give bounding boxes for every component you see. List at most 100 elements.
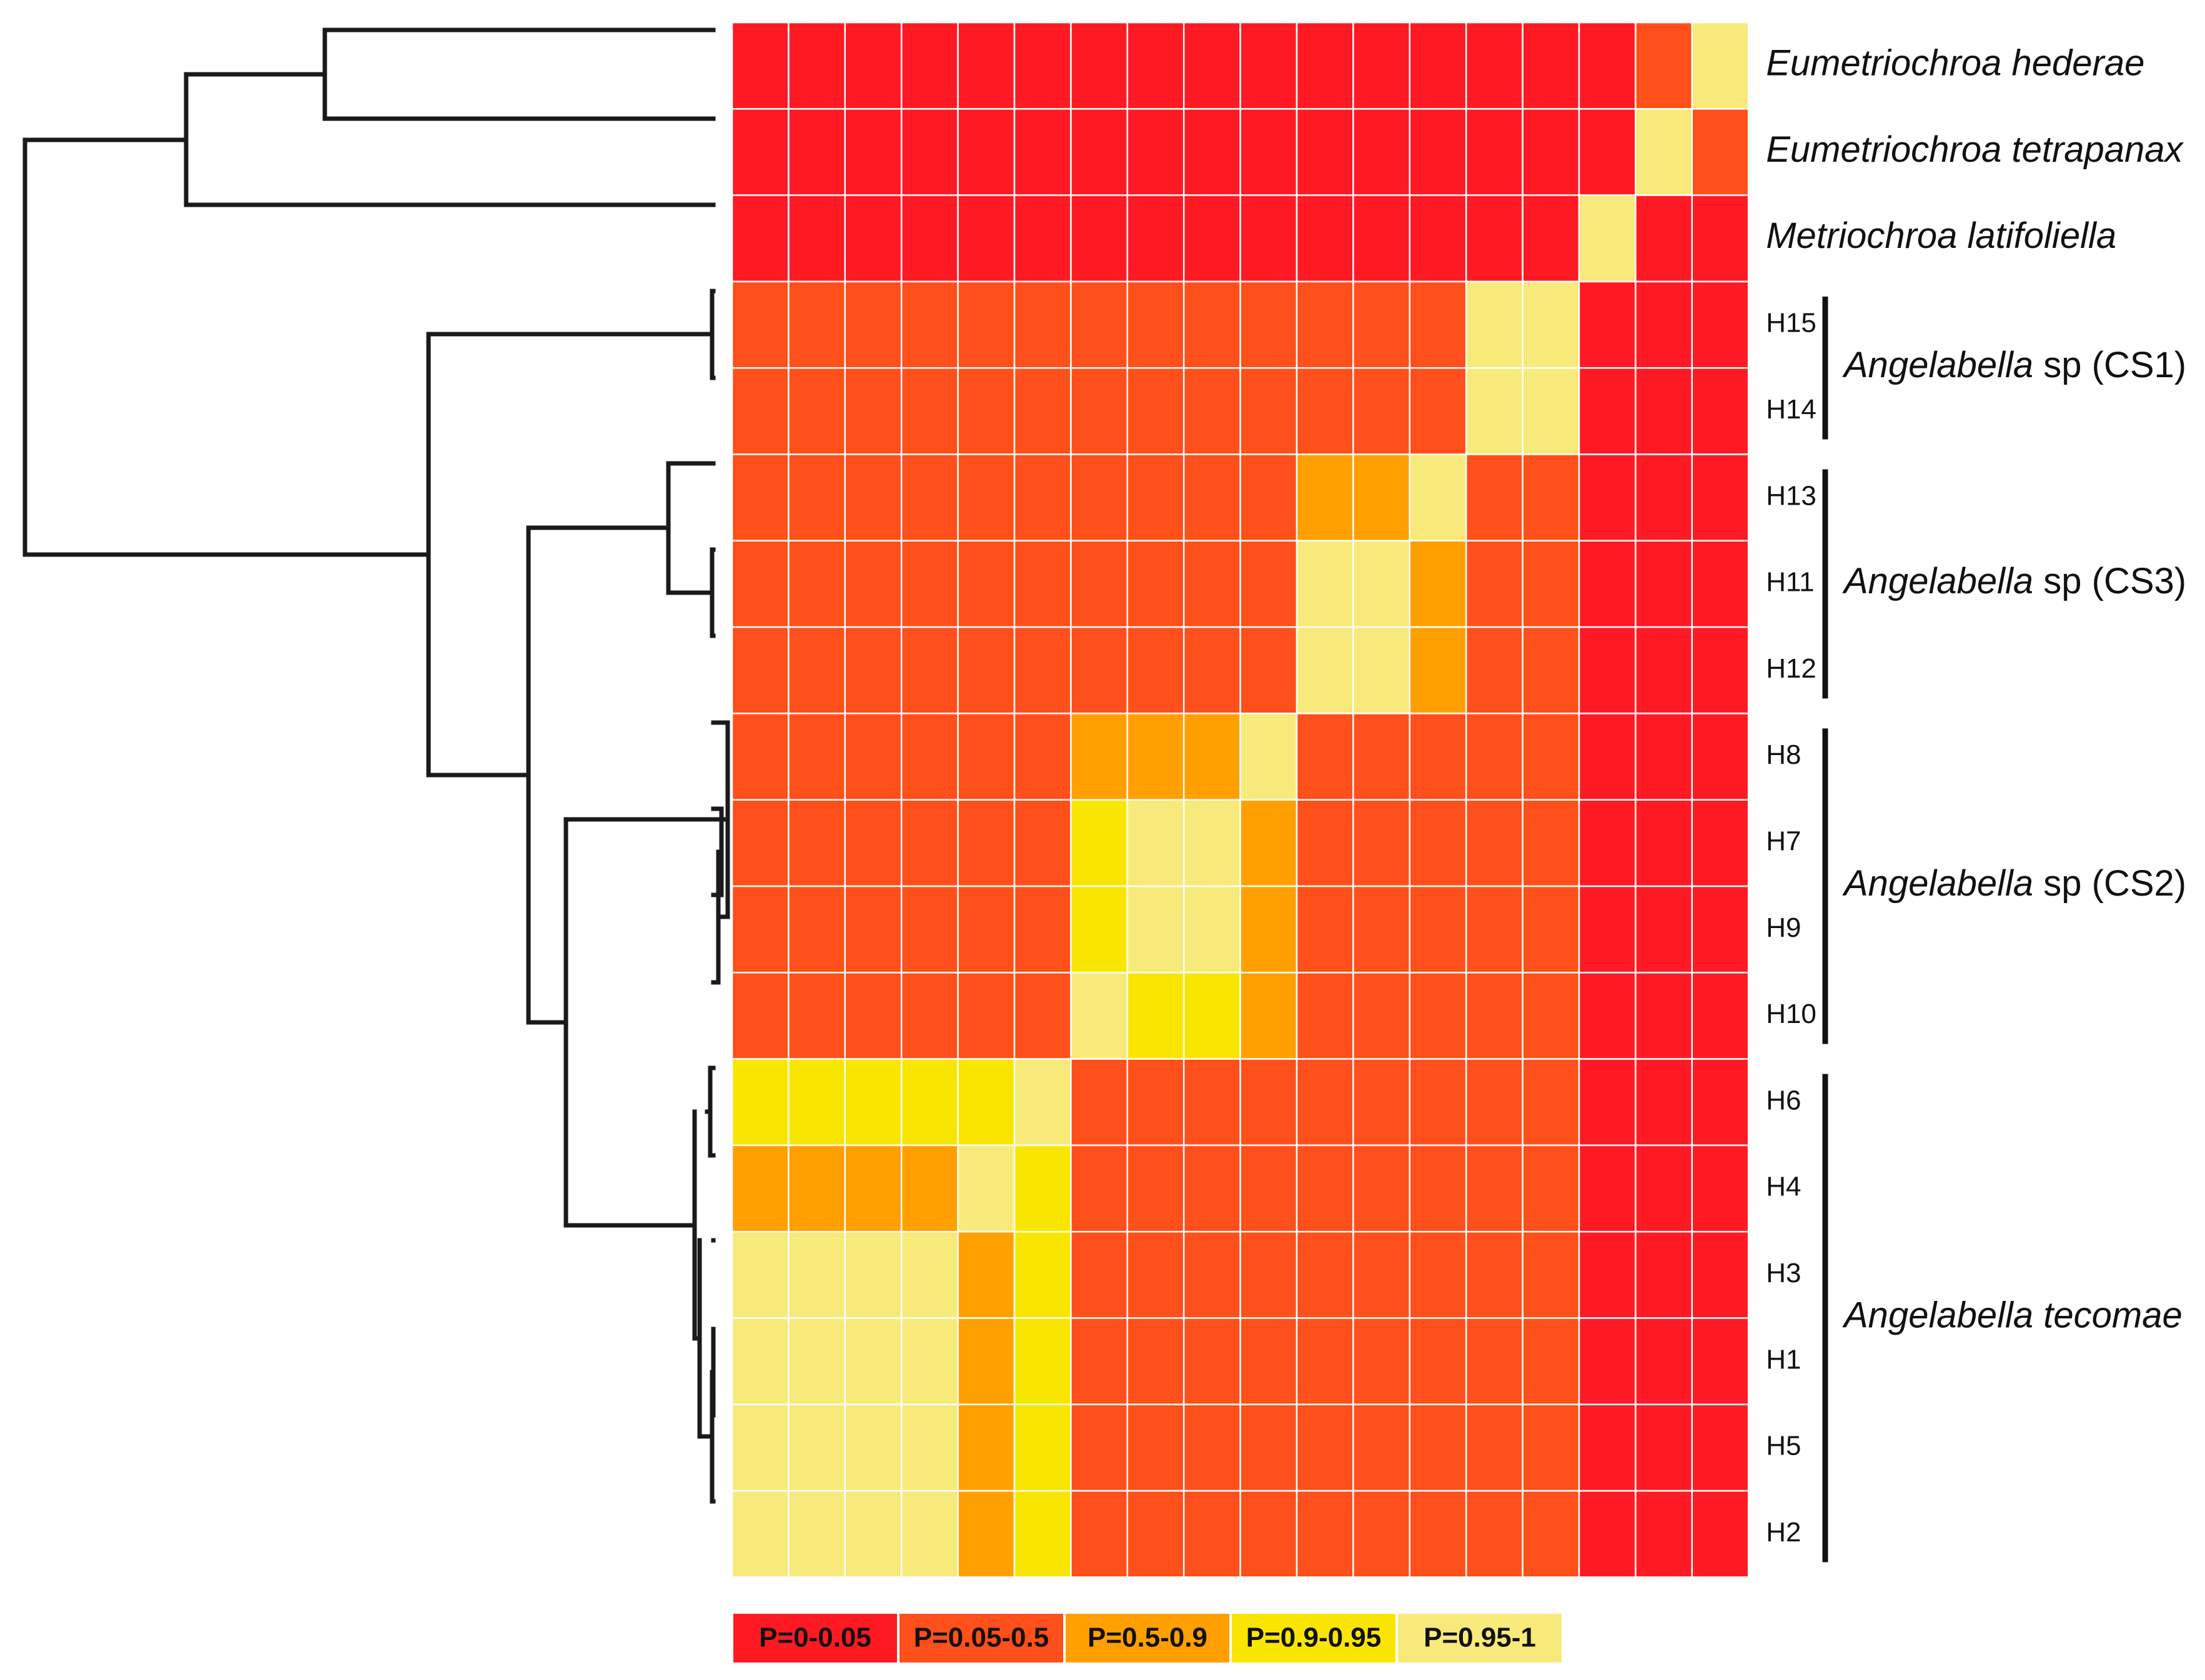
species-label: Eumetriochroa tetrapanax [1766, 129, 2184, 170]
heatmap-cell [900, 799, 959, 887]
heatmap-cell [1465, 1058, 1524, 1147]
heatmap-cell [1070, 713, 1129, 801]
heatmap-cell [1352, 1317, 1411, 1406]
heatmap-cell [957, 1317, 1016, 1406]
heatmap-cell [957, 1058, 1016, 1147]
heatmap-cell [788, 1058, 846, 1147]
cluster-genus: Angelabella [1842, 863, 2033, 904]
heatmap-cell [1465, 799, 1524, 887]
heatmap-cell [731, 713, 790, 801]
heatmap-cell [1013, 367, 1072, 455]
heatmap-cell [1578, 280, 1637, 369]
heatmap-grid [731, 21, 1750, 1578]
heatmap-cell [1409, 280, 1467, 369]
heatmap-cell [957, 972, 1016, 1060]
heatmap-cell [1296, 1230, 1354, 1319]
heatmap-cell [1126, 799, 1185, 887]
heatmap-cell [844, 1403, 903, 1492]
heatmap-cell [788, 1230, 846, 1319]
heatmap-cell [1182, 21, 1241, 110]
heatmap-cell [1126, 194, 1185, 283]
heatmap-cell [844, 540, 903, 628]
heatmap-cell [1126, 626, 1185, 714]
heatmap-cell [731, 626, 790, 714]
heatmap-cell [1465, 713, 1524, 801]
heatmap-cell [844, 1230, 903, 1319]
dendrogram-branch [563, 1065, 716, 1504]
heatmap-cell [844, 367, 903, 455]
heatmap-cell [1352, 713, 1411, 801]
heatmap-cell [1522, 367, 1580, 455]
heatmap-cell [1691, 799, 1750, 887]
heatmap-cell [844, 280, 903, 369]
heatmap-cell [1182, 1230, 1241, 1319]
heatmap-cell [1352, 626, 1411, 714]
heatmap-cell [1409, 885, 1467, 974]
heatmap-cell [1409, 1403, 1467, 1492]
heatmap-cell [1126, 1490, 1185, 1578]
heatmap-cell [957, 280, 1016, 369]
heatmap-cell [1126, 885, 1185, 974]
heatmap-cell [1635, 1058, 1693, 1147]
heatmap-cell [1352, 1144, 1411, 1233]
heatmap-cell [1635, 1230, 1693, 1319]
heatmap-cell [1465, 626, 1524, 714]
heatmap-cell [1409, 1058, 1467, 1147]
heatmap-cell [1013, 799, 1072, 887]
heatmap-cell [844, 885, 903, 974]
heatmap-cell [1296, 713, 1354, 801]
heatmap-cell [1239, 367, 1298, 455]
heatmap-cell [1013, 280, 1072, 369]
heatmap-cell [1465, 453, 1524, 542]
heatmap-cell [1352, 799, 1411, 887]
heatmap-cell [1070, 194, 1129, 283]
heatmap-cell [1182, 367, 1241, 455]
heatmap-cell [1522, 453, 1580, 542]
heatmap-cell [1296, 1144, 1354, 1233]
heatmap-cell [1352, 885, 1411, 974]
heatmap-cell [957, 713, 1016, 801]
heatmap-cell [1578, 972, 1637, 1060]
heatmap-cell [1013, 1230, 1072, 1319]
heatmap-cell [1239, 626, 1298, 714]
heatmap-cell [1578, 1058, 1637, 1147]
heatmap-cell [1352, 1403, 1411, 1492]
heatmap-cell [1635, 194, 1693, 283]
heatmap-cell [1465, 108, 1524, 196]
heatmap-cell [1070, 367, 1129, 455]
legend-label: P=0.9-0.95 [1246, 1623, 1382, 1653]
heatmap-cell [900, 367, 959, 455]
heatmap-cell [1522, 799, 1580, 887]
heatmap-cell [731, 1230, 790, 1319]
heatmap-cell [1522, 280, 1580, 369]
heatmap-cell [1635, 1317, 1693, 1406]
heatmap-cell [1691, 1230, 1750, 1319]
heatmap-cell [900, 540, 959, 628]
heatmap-cell [1239, 21, 1298, 110]
heatmap-cell [1182, 1058, 1241, 1147]
heatmap-cell [957, 1230, 1016, 1319]
heatmap-cell [1691, 453, 1750, 542]
heatmap-cell [844, 1490, 903, 1578]
heatmap-cell [1070, 1490, 1129, 1578]
heatmap-cell [1352, 1230, 1411, 1319]
heatmap-cell [1635, 453, 1693, 542]
heatmap-cell [731, 799, 790, 887]
heatmap-cell [731, 540, 790, 628]
heatmap-cell [1239, 1490, 1298, 1578]
cluster-brackets: Angelabella sp (CS1)Angelabella sp (CS3)… [1822, 296, 2186, 1563]
heatmap-cell [1239, 108, 1298, 196]
row-label: H14 [1766, 394, 1816, 425]
heatmap-cell [900, 21, 959, 110]
heatmap-cell [1578, 885, 1637, 974]
heatmap-cell [1239, 1403, 1298, 1492]
heatmap-cell [1522, 1230, 1580, 1319]
heatmap-cell [1296, 21, 1354, 110]
legend-label: P=0.5-0.9 [1088, 1623, 1207, 1653]
heatmap-cell [1182, 453, 1241, 542]
heatmap-cell [788, 626, 846, 714]
heatmap-cell [1352, 1058, 1411, 1147]
heatmap-cell [900, 1144, 959, 1233]
heatmap-cell [844, 713, 903, 801]
row-label: H11 [1766, 567, 1814, 598]
